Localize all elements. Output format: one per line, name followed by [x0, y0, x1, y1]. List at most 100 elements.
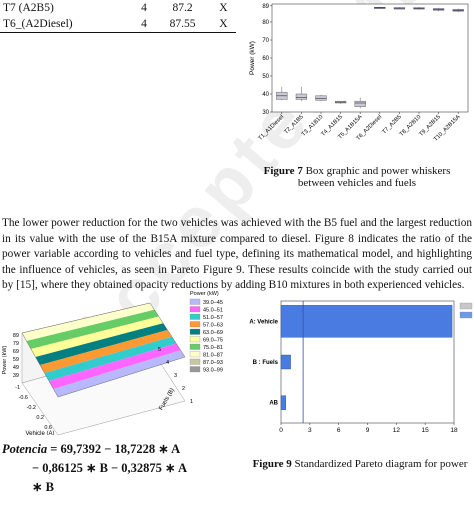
legend-swatch [189, 351, 201, 358]
y-tick-label: 30 [262, 110, 269, 116]
y-tick-label: 40 [262, 92, 269, 98]
surface-band [40, 330, 172, 373]
x-tick-label: T1_A1Diesel [257, 114, 285, 142]
figure-9-caption-text: Standardized Pareto diagram for power [291, 458, 468, 470]
y-tick-label: 5 [158, 347, 161, 353]
surface-band [44, 336, 177, 381]
table-cell: 87.2 [172, 2, 193, 14]
z-tick-label: 89 [13, 333, 19, 339]
legend-label: 63.0–69 [203, 330, 223, 336]
z-axis-label: Power (kW) [2, 345, 8, 374]
table-row: T6_(A2Diesel) 4 87.55 X [0, 16, 236, 33]
y-tick-label: 2 [182, 386, 185, 392]
legend-swatch [189, 321, 201, 328]
figure-7-caption-label: Figure 7 [263, 165, 303, 177]
figure-9-caption: Figure 9 Standardized Pareto diagram for… [246, 458, 474, 470]
surface-band [26, 309, 159, 349]
table-cell: X [210, 16, 236, 33]
z-tick-label: 79 [13, 341, 19, 347]
legend-swatch [189, 366, 201, 373]
x-tick-label: 0 [279, 427, 283, 434]
z-tick-label: 59 [13, 357, 19, 363]
x-tick-label: 18 [450, 427, 458, 434]
equation-line2: − 0,86125 ∗ B − 0,32875 ∗ A [32, 461, 187, 475]
regression-equation: Potencia = 69,7392 − 18,7228 ∗ A − 0,861… [2, 440, 242, 497]
legend-swatch-negative [459, 302, 473, 310]
category-label: AB [269, 401, 278, 407]
legend-swatch [189, 343, 201, 350]
y-tick-label: 1 [190, 399, 193, 405]
equation-line1: = 69,7392 − 18,7228 ∗ A [47, 442, 181, 456]
pareto-bar [280, 305, 453, 338]
box [315, 95, 327, 101]
table-cell: X [219, 2, 228, 14]
surface-band [31, 316, 164, 357]
x-tick-label: -0.2 [27, 405, 36, 411]
x-axis-label: Vehicle (A) [25, 431, 54, 435]
legend-label: 75.0–81 [203, 345, 223, 351]
x-tick-label: 15 [422, 427, 430, 434]
y-axis-label: Power (kW) [249, 41, 256, 75]
legend-label: 81.0–87 [203, 353, 223, 359]
fuel-table: T7 (A2B5) 4 87.2 X T6_(A2Diesel) 4 87.55… [0, 0, 236, 33]
equation-line3: ∗ B [32, 480, 54, 494]
z-tick-label: 39 [13, 373, 19, 379]
pareto-svg: A: Vehicle B : Fuels AB 0 3 6 9 12 15 18 [249, 300, 473, 434]
surface-band [49, 343, 181, 389]
y-tick-label: 50 [262, 74, 269, 80]
surface-band [53, 350, 185, 397]
x-tick-label: -1 [15, 385, 20, 391]
y-tick-label: 4 [166, 360, 169, 366]
pareto-bar [280, 354, 291, 370]
x-tick-label: 0.6 [44, 425, 52, 431]
box [354, 100, 366, 107]
legend-swatch [189, 306, 201, 313]
figure-7-caption-line1: Box graphic and power whiskers [302, 165, 451, 177]
legend-label: 87.0–93 [203, 360, 223, 366]
x-tick-label: 6 [337, 427, 341, 434]
y-tick-label: 70 [262, 38, 269, 44]
figure-7-boxplot: 30 40 50 60 70 80 89 Power (kW) T1_A1Diesel T2_A1… [242, 0, 474, 160]
z-tick-label: 49 [13, 365, 19, 371]
legend-title: Power (kW) [190, 291, 219, 297]
legend-swatch [189, 298, 201, 305]
x-tick-label: 12 [393, 427, 401, 434]
figure-8-surface-plot: 89 79 69 59 49 39 Power (kW) -1 -0.6 -0.20.20.6 1 V… [0, 285, 236, 441]
pareto-bar [280, 395, 287, 410]
x-tick-label: 0.2 [36, 415, 44, 421]
legend-label: 51.0–57 [203, 315, 223, 321]
table-row: T7 (A2B5) 4 87.2 X [0, 0, 236, 16]
legend-swatch [189, 313, 201, 320]
legend-label: 39.0–45 [203, 300, 223, 306]
z-tick-label: 69 [13, 349, 19, 355]
legend-swatch-positive [459, 311, 473, 319]
surface-band [22, 303, 155, 341]
legend-label: 45.0–51 [203, 308, 223, 314]
figure-7-caption: Figure 7 Box graphic and power whiskers … [240, 165, 474, 189]
table-cell-label: T6_(A2Diesel) [0, 16, 134, 33]
y-tick-label: 89 [262, 4, 269, 10]
y-tick-label: 80 [262, 20, 269, 26]
figure-9-caption-label: Figure 9 [252, 458, 292, 470]
x-tick-label: 3 [308, 427, 312, 434]
figure-9-pareto: A: Vehicle B : Fuels AB 0 3 6 9 12 15 18 [240, 297, 474, 447]
category-label: B : Fuels [253, 360, 279, 366]
table-cell: 4 [141, 2, 147, 14]
table-cell: 87.55 [154, 16, 211, 33]
x-tick-label: 9 [366, 427, 370, 434]
x-tick-label: -0.6 [19, 395, 28, 401]
surface-outline [21, 302, 186, 398]
figure-7-caption-line2: between vehicles and fuels [297, 177, 417, 189]
legend-swatch [189, 358, 201, 365]
legend-swatch [189, 336, 201, 343]
legend-label: 69.0–75 [203, 338, 223, 344]
box [295, 93, 308, 100]
surface-band [35, 323, 168, 365]
legend-label: 93.0–99 [203, 368, 223, 374]
equation-lhs: Potencia [2, 442, 48, 456]
table-cell-label: T7 (A2B5) [3, 2, 54, 14]
box [374, 6, 386, 9]
category-label: A: Vehicle [249, 319, 278, 325]
legend-swatch [189, 328, 201, 335]
